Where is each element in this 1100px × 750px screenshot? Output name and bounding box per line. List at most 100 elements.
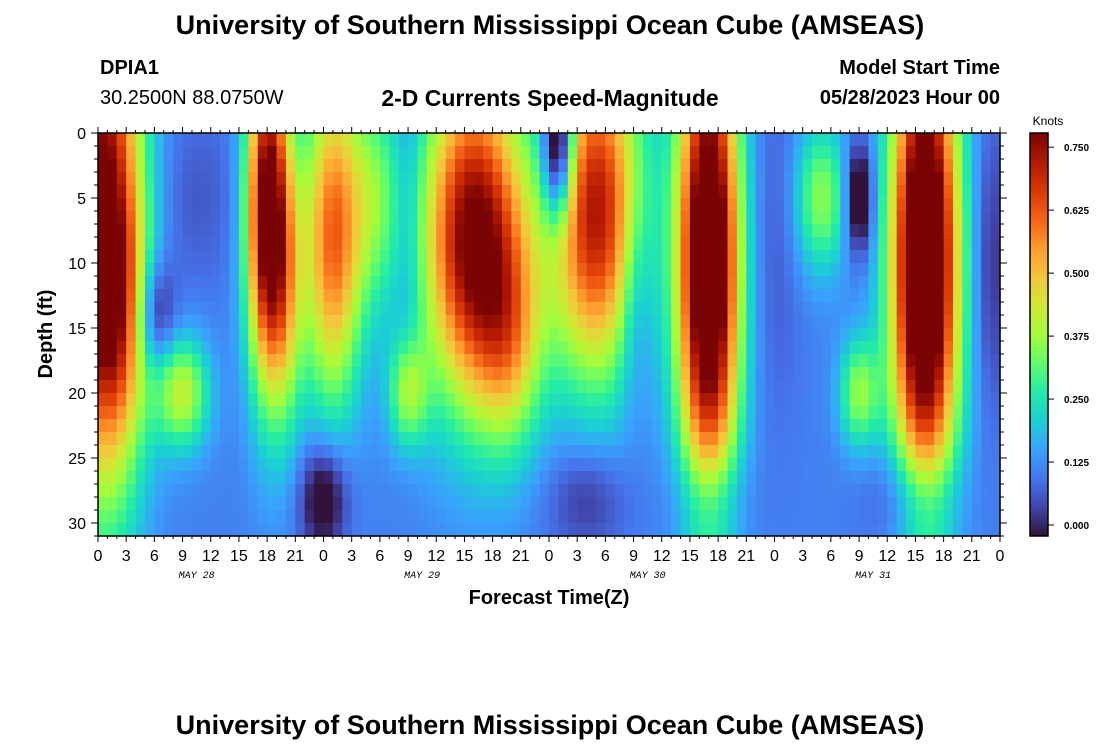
heatmap-cell: [116, 211, 127, 225]
heatmap-cell: [793, 237, 804, 251]
heatmap-cell: [98, 237, 108, 251]
heatmap-cell: [896, 133, 907, 147]
heatmap-cell: [492, 276, 503, 290]
colorbar: Knots 0.7500.6250.5000.3750.2500.1250.00…: [1029, 114, 1089, 537]
heatmap-cell: [379, 432, 390, 446]
heatmap-cell: [812, 432, 823, 446]
heatmap-cell: [520, 250, 531, 264]
heatmap-cell: [248, 341, 259, 355]
heatmap-cell: [135, 419, 146, 433]
heatmap-cell: [304, 302, 315, 316]
heatmap-cell: [990, 367, 1001, 381]
heatmap-cell: [492, 250, 503, 264]
heatmap-cell: [144, 341, 155, 355]
heatmap-cell: [671, 419, 682, 433]
heatmap-cell: [586, 458, 597, 472]
heatmap-cell: [624, 497, 635, 511]
heatmap-cell: [248, 237, 259, 251]
heatmap-cell: [379, 146, 390, 160]
heatmap-cell: [295, 523, 306, 537]
heatmap-cell: [398, 484, 409, 498]
heatmap-cell: [840, 315, 851, 329]
heatmap-cell: [821, 289, 832, 303]
heatmap-cell: [830, 237, 841, 251]
day-label: MAY 31: [855, 571, 891, 582]
heatmap-cell: [295, 185, 306, 199]
heatmap-cell: [520, 471, 531, 485]
heatmap-cell: [877, 198, 888, 212]
heatmap-cell: [135, 393, 146, 407]
heatmap-cell: [708, 224, 719, 238]
heatmap-cell: [614, 237, 625, 251]
heatmap-cell: [473, 380, 484, 394]
heatmap-cell: [981, 133, 992, 147]
heatmap-cell: [652, 172, 663, 186]
heatmap-cell: [144, 523, 155, 537]
heatmap-cell: [736, 406, 747, 420]
heatmap-cell: [774, 328, 785, 342]
heatmap-cell: [887, 276, 898, 290]
heatmap-cell: [502, 367, 513, 381]
heatmap-cell: [530, 445, 541, 459]
heatmap-cell: [530, 289, 541, 303]
heatmap-cell: [887, 523, 898, 537]
heatmap-cell: [332, 328, 343, 342]
heatmap-cell: [220, 354, 231, 368]
heatmap-cell: [981, 341, 992, 355]
heatmap-cell: [962, 432, 973, 446]
heatmap-cell: [718, 406, 729, 420]
heatmap-cell: [285, 289, 296, 303]
x-tick-label: 21: [963, 548, 981, 565]
heatmap-cell: [285, 198, 296, 212]
heatmap-cell: [191, 276, 202, 290]
heatmap-cell: [577, 276, 588, 290]
heatmap-cell: [671, 185, 682, 199]
heatmap-cell: [699, 510, 710, 524]
heatmap-cell: [887, 471, 898, 485]
heatmap-cell: [483, 146, 494, 160]
heatmap-cell: [887, 224, 898, 238]
heatmap-cell: [361, 471, 372, 485]
heatmap-cell: [323, 172, 334, 186]
heatmap-cell: [990, 497, 1001, 511]
heatmap-cell: [924, 224, 935, 238]
heatmap-cell: [351, 198, 362, 212]
heatmap-cell: [304, 289, 315, 303]
heatmap-cell: [605, 406, 616, 420]
heatmap-cell: [849, 341, 860, 355]
heatmap-cell: [605, 146, 616, 160]
heatmap-cell: [379, 484, 390, 498]
heatmap-cell: [379, 458, 390, 472]
heatmap-cell: [671, 211, 682, 225]
heatmap-cell: [539, 328, 550, 342]
heatmap-cell: [906, 328, 917, 342]
heatmap-cell: [511, 432, 522, 446]
heatmap-cell: [257, 471, 268, 485]
heatmap-cell: [417, 432, 428, 446]
heatmap-cell: [304, 341, 315, 355]
heatmap-cell: [267, 302, 278, 316]
heatmap-cell: [276, 458, 287, 472]
heatmap-cell: [445, 484, 456, 498]
heatmap-cell: [595, 250, 606, 264]
colorbar-tick-label: 0.375: [1064, 332, 1089, 343]
heatmap-cell: [558, 237, 569, 251]
heatmap-cell: [408, 406, 419, 420]
heatmap-cell: [708, 406, 719, 420]
heatmap-cell: [220, 419, 231, 433]
heatmap-cell: [379, 198, 390, 212]
heatmap-cell: [135, 185, 146, 199]
heatmap-cell: [755, 367, 766, 381]
heatmap-cell: [370, 198, 381, 212]
heatmap-cell: [971, 263, 982, 277]
heatmap-cell: [417, 133, 428, 147]
heatmap-cell: [417, 289, 428, 303]
heatmap-cell: [802, 432, 813, 446]
heatmap-cell: [981, 510, 992, 524]
heatmap-cell: [868, 406, 879, 420]
heatmap-cell: [755, 497, 766, 511]
heatmap-cell: [727, 198, 738, 212]
heatmap-cell: [398, 341, 409, 355]
heatmap-cell: [304, 393, 315, 407]
heatmap-cell: [464, 198, 475, 212]
